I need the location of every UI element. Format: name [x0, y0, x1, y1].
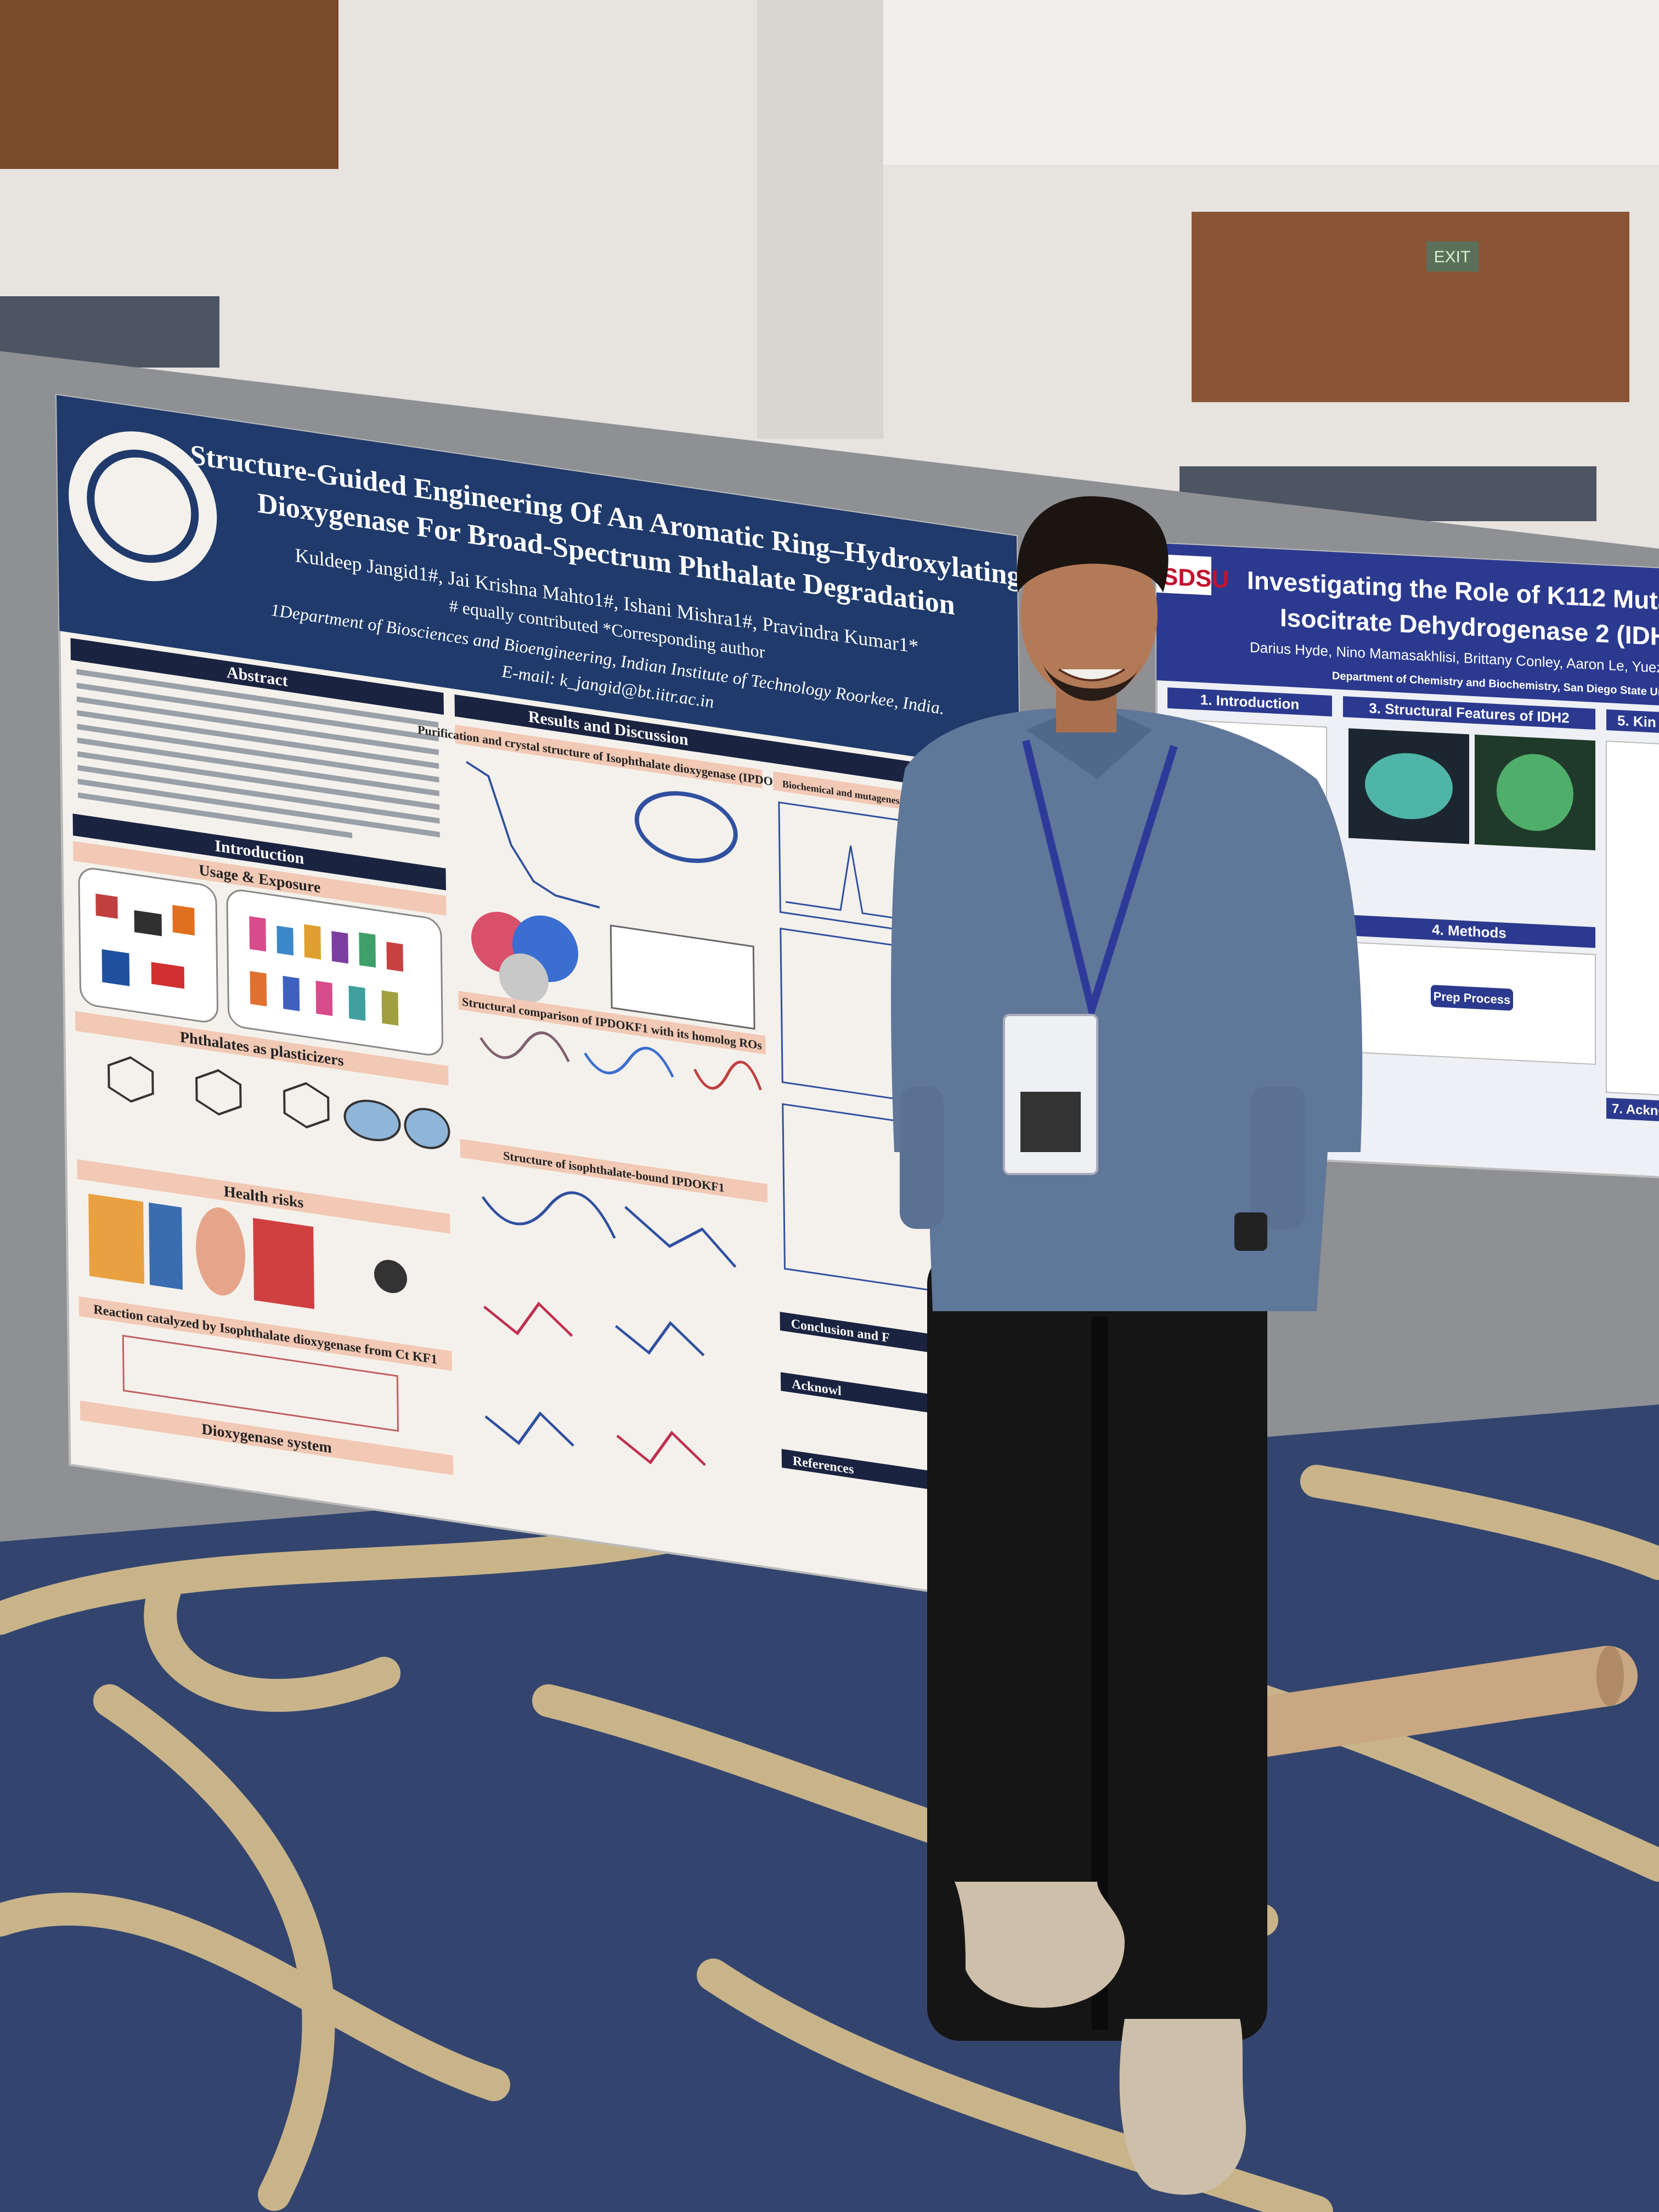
section-bar	[454, 694, 1009, 798]
section-bar	[1343, 696, 1595, 730]
logo: SDSU	[1162, 563, 1229, 594]
product-icons	[95, 893, 404, 1026]
reaction-box	[122, 1334, 399, 1432]
prep-button	[1431, 985, 1513, 1011]
wood-panel	[1192, 212, 1629, 402]
abstract-text	[76, 669, 440, 838]
smile	[1058, 668, 1126, 681]
health-figure	[88, 1193, 408, 1310]
exit-sign	[1426, 241, 1479, 272]
protein-figures	[466, 761, 755, 1030]
qr-code	[1020, 1092, 1081, 1152]
structure-figures	[479, 1031, 762, 1091]
figure	[1606, 740, 1659, 1098]
subsection-bar	[73, 840, 447, 916]
left-poster: Structure-Guided Engineering Of An Aroma…	[55, 393, 1039, 1607]
section-title: 4. Methods	[1432, 921, 1506, 941]
section-bar	[1343, 915, 1595, 949]
hair	[1017, 496, 1169, 592]
subsection-bar	[80, 1400, 454, 1475]
figure	[78, 867, 218, 1023]
person	[891, 496, 1363, 2195]
shoe	[1119, 2019, 1246, 2195]
watch	[1234, 1212, 1267, 1251]
section-bar	[1167, 687, 1332, 717]
logo-box	[1156, 554, 1211, 596]
protein-render	[1365, 753, 1453, 820]
arm	[900, 1086, 944, 1229]
protein-render	[1497, 754, 1573, 831]
subsection-bar	[77, 1159, 450, 1234]
arm	[1251, 1086, 1306, 1229]
beard	[1042, 664, 1141, 701]
section-bar	[72, 813, 447, 890]
exit-text: EXIT	[1434, 248, 1471, 266]
poster-header	[57, 395, 1020, 772]
shoe	[955, 1882, 1125, 2008]
subsection-bar	[75, 1011, 449, 1086]
structure-figures	[481, 1191, 737, 1466]
subsection-bar	[78, 1296, 452, 1371]
poster-header	[1156, 543, 1659, 708]
logo-ring	[87, 449, 199, 563]
subsection-bar	[455, 724, 763, 789]
subsection-bar	[458, 990, 766, 1055]
ceiling	[823, 0, 1659, 165]
roll-end	[1596, 1646, 1624, 1706]
column	[757, 0, 883, 439]
section-bar	[1606, 1098, 1659, 1124]
subsection-bar	[460, 1138, 768, 1203]
section-bar	[70, 637, 444, 715]
section-bar	[1606, 709, 1659, 736]
face	[1020, 529, 1158, 699]
molecules	[108, 1056, 450, 1149]
wood-panel	[0, 0, 338, 169]
lanyard	[1022, 740, 1178, 1024]
section-title: 5. Kin	[1617, 712, 1656, 731]
